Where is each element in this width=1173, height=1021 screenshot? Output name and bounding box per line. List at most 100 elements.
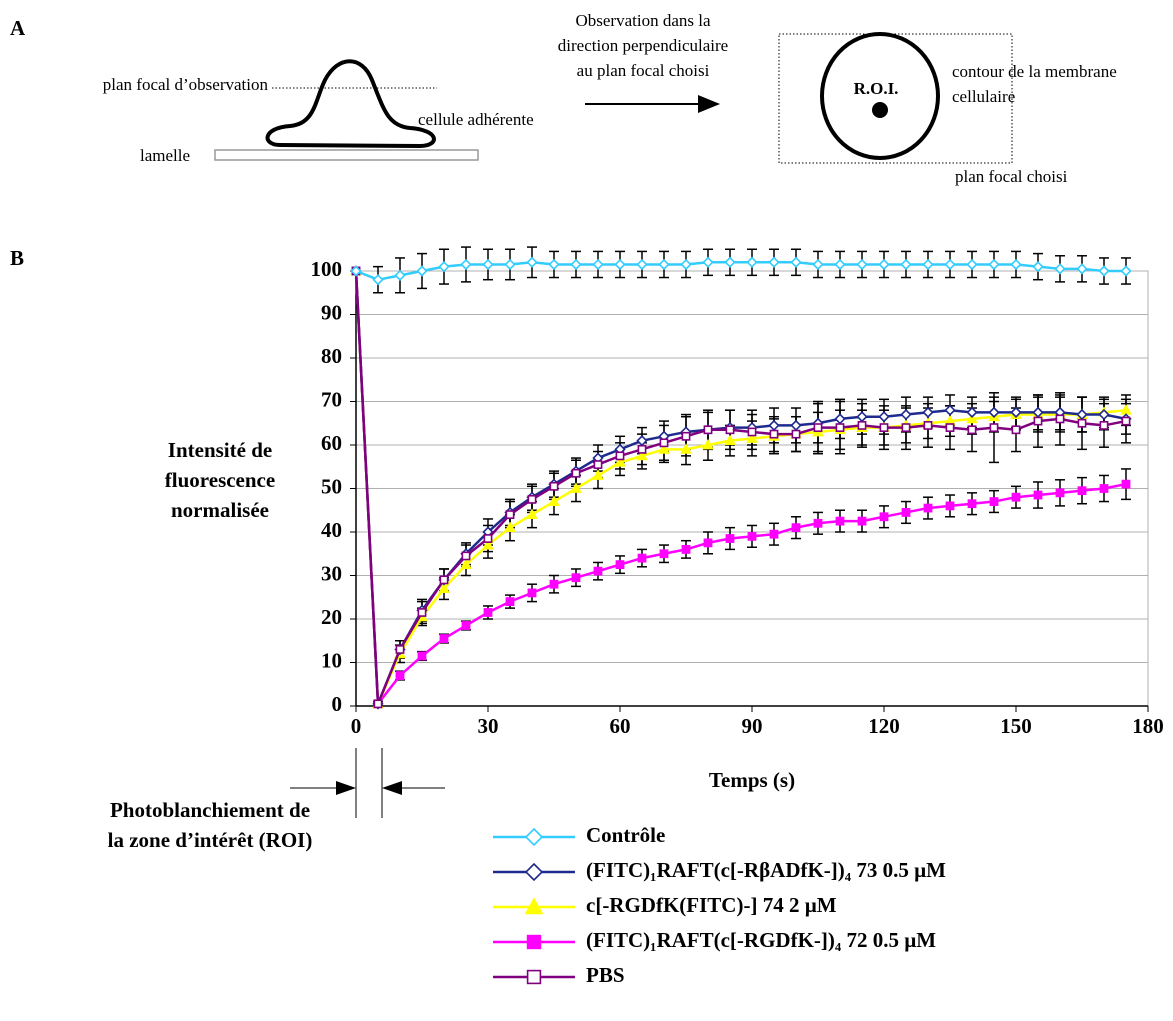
marker [593,460,603,469]
marker [372,274,384,286]
cell-shape [265,59,436,149]
marker [526,508,538,519]
marker [746,432,758,443]
roi-label: R.O.I. [854,79,899,98]
marker [988,406,1000,419]
marker [835,516,845,526]
panel-label: B [10,246,24,270]
roi-dot [872,102,888,118]
arrow-head [698,95,720,113]
marker [548,258,560,271]
marker [1011,492,1021,502]
marker [637,553,647,563]
arrow-head [382,781,402,795]
cell-contour [820,32,940,160]
x-axis-label: Temps (s) [709,768,795,792]
legend-marker [524,827,544,847]
marker [636,449,648,461]
marker [527,588,537,598]
marker [416,265,428,277]
legend-marker [526,969,542,985]
marker [570,258,582,271]
marker [439,634,449,643]
marker [725,425,735,435]
marker [593,566,603,576]
marker [526,256,538,268]
y-tick-label: 70 [321,387,342,411]
y-tick-label: 0 [332,692,343,716]
marker [460,258,472,271]
y-tick-label: 50 [321,474,342,498]
marker [483,608,493,617]
marker [725,534,735,543]
marker [967,499,977,509]
marker [571,573,581,583]
marker [923,503,933,513]
marker [1077,418,1087,428]
y-axis-label: Intensité de [168,438,272,462]
marker [769,429,779,439]
marker [1120,265,1132,277]
marker [659,549,669,559]
legend-marker [524,897,544,915]
marker [1033,490,1043,500]
marker [1121,416,1131,426]
marker [989,423,999,432]
marker [417,651,427,661]
marker [439,575,449,585]
marker [1010,258,1022,271]
marker [461,621,471,630]
marker [747,531,757,541]
marker [791,429,801,439]
marker [746,256,758,268]
marker [923,421,933,430]
marker [901,508,911,517]
y-axis-label: fluorescence [165,468,275,492]
marker [835,423,845,432]
marker [1099,421,1109,430]
marker [637,444,647,454]
marker [1077,486,1087,496]
marker [702,438,714,450]
marker [1076,263,1088,275]
marker [879,512,889,522]
marker [614,456,626,467]
legend-label: (FITC)₁RAFT(c[-RGDfK-])₄ 72 0.5 µM [586,928,936,952]
marker [900,408,912,421]
marker [834,258,846,271]
coverslip-label: lamelle [140,146,190,165]
legend-marker [524,862,544,882]
marker [966,412,978,424]
legend-label: (FITC)₁RAFT(c[-RβADfK-])₄ 73 0.5 µM [586,858,946,882]
chosen-plane-label: plan focal choisi [955,167,1068,186]
y-tick-label: 60 [321,431,342,455]
y-tick-label: 30 [321,561,342,585]
x-tick-label: 180 [1132,714,1164,738]
marker [1098,265,1110,277]
y-tick-label: 40 [321,518,342,542]
marker [1055,414,1065,424]
marker [966,258,978,271]
marker [812,258,824,271]
marker [769,529,779,539]
x-tick-label: 150 [1000,714,1032,738]
marker [658,443,670,454]
x-tick-label: 120 [868,714,900,738]
y-tick-label: 100 [311,257,343,281]
coverslip [214,149,479,161]
marker [878,258,890,271]
marker [1011,425,1021,435]
x-tick-label: 30 [478,714,499,738]
marker [504,258,516,271]
y-tick-label: 80 [321,344,342,368]
marker [680,258,692,271]
y-tick-label: 10 [321,648,342,672]
y-tick-label: 20 [321,605,342,629]
legend-label: c[-RGDfK(FITC)-] 74 2 µM [586,893,837,917]
marker [527,494,537,504]
marker [944,258,956,271]
marker [879,423,889,432]
marker [483,534,493,543]
membrane-label: cellulaire [952,87,1015,106]
marker [615,451,625,461]
